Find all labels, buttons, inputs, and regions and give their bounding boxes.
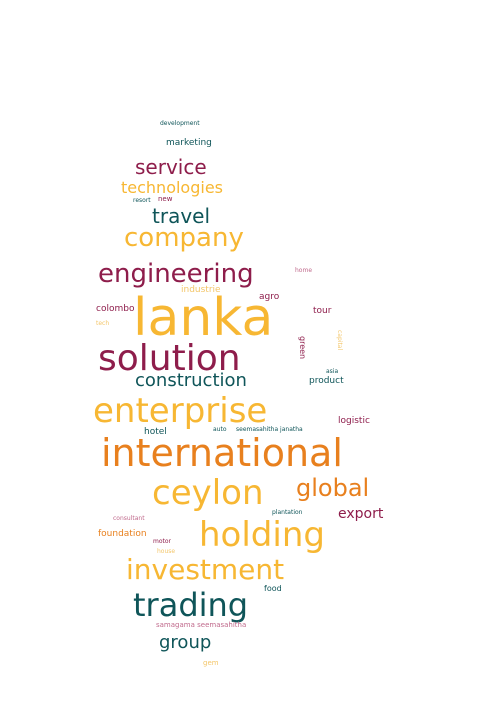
word: service	[135, 155, 207, 179]
word: food	[264, 584, 282, 593]
word: lanka	[133, 288, 274, 348]
word: industrie	[181, 285, 221, 295]
word: construction	[135, 370, 247, 391]
word: investment	[126, 553, 285, 586]
word: house	[157, 548, 176, 555]
word: home	[295, 267, 313, 274]
word: agro	[259, 292, 280, 302]
word: export	[338, 506, 384, 522]
word: foundation	[98, 529, 147, 539]
word: marketing	[166, 138, 212, 148]
word: technologies	[121, 178, 223, 197]
word: travel	[152, 204, 211, 228]
word: asia	[326, 368, 339, 375]
word: new	[158, 195, 173, 203]
word: plantation	[272, 509, 303, 516]
word: tech	[96, 320, 110, 327]
word: hotel	[144, 427, 167, 437]
word: international	[101, 431, 343, 475]
word: tour	[313, 306, 332, 316]
word: capital	[336, 330, 343, 351]
word: auto	[213, 426, 227, 433]
word: motor	[153, 538, 172, 545]
word: trading	[133, 586, 249, 624]
word: logistic	[338, 416, 370, 426]
word: engineering	[98, 259, 254, 289]
word: seemasahitha janatha	[236, 426, 303, 433]
word: green	[298, 336, 307, 360]
word: holding	[199, 515, 325, 555]
word: gem	[203, 659, 219, 667]
word: resort	[133, 197, 151, 204]
word: colombo	[96, 304, 135, 314]
word: samagama seemasahitha	[156, 621, 247, 629]
word: ceylon	[152, 473, 264, 513]
word: consultant	[113, 515, 145, 522]
word: company	[124, 223, 244, 253]
word: group	[159, 632, 212, 653]
word: development	[160, 120, 200, 127]
word: product	[309, 376, 344, 386]
word: solution	[98, 338, 241, 379]
word: enterprise	[93, 391, 268, 431]
word: global	[296, 474, 370, 502]
